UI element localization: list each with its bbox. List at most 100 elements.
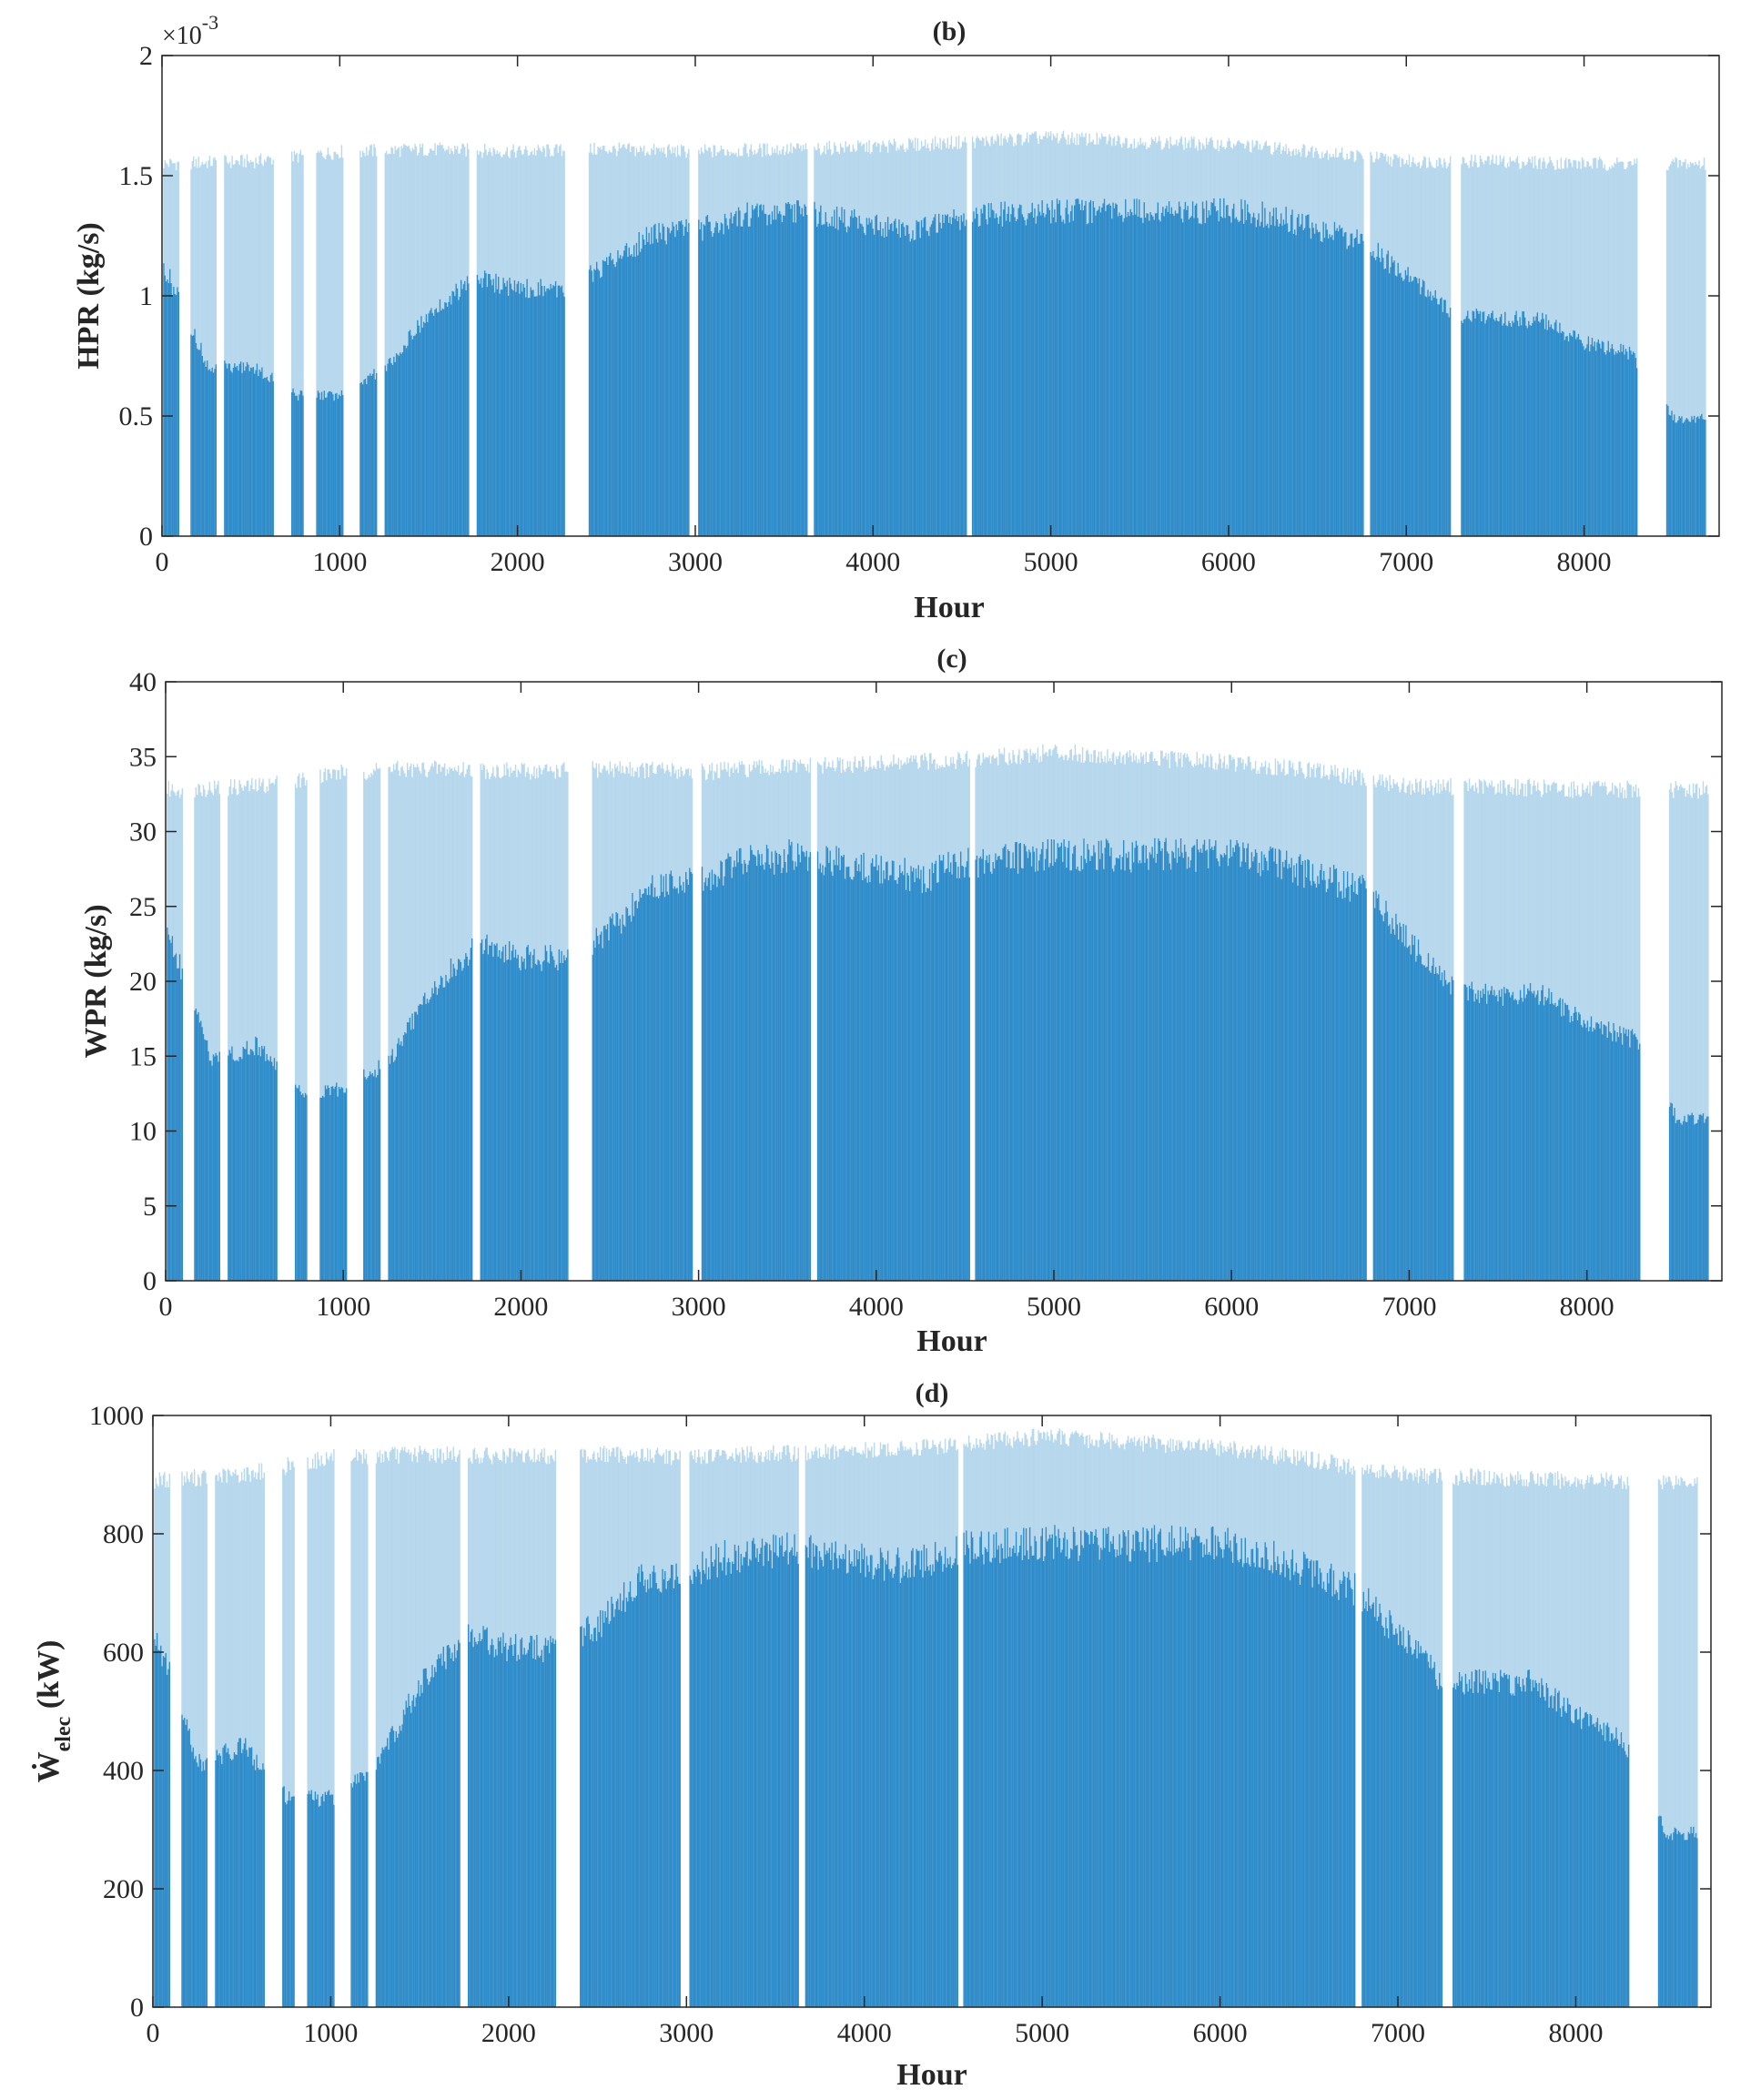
hour-bar [1181, 144, 1184, 536]
hour-bar [491, 156, 493, 536]
hour-bar [1426, 1473, 1428, 2007]
hour-bar [1030, 135, 1032, 537]
hour-bar [1434, 1468, 1437, 2007]
hour-bar [1555, 169, 1557, 536]
hour-bar [1503, 1486, 1505, 2007]
hour-bar [1571, 1484, 1573, 2007]
hour-bar [391, 771, 393, 1281]
hour-bar [1695, 784, 1696, 1281]
hour-bar [898, 149, 900, 536]
hour-bar [1182, 1447, 1184, 2007]
hour-bar [513, 1448, 515, 2007]
hour-bar [1068, 1437, 1071, 2007]
hour-bar [1504, 167, 1506, 536]
hour-bar [879, 1442, 882, 2007]
hour-bar [433, 760, 436, 1281]
hour-bar [1295, 769, 1298, 1281]
hour-bar [1348, 1458, 1350, 2007]
hour-bar [980, 140, 982, 537]
hour-bar [499, 1459, 501, 2007]
hour-bar [1386, 161, 1388, 536]
hour-bar [920, 140, 923, 537]
hour-bar [1125, 137, 1127, 536]
hour-bar [1482, 161, 1483, 536]
hour-bar [668, 1450, 670, 2007]
hour-bar [1373, 1472, 1376, 2007]
hour-bar [1018, 135, 1021, 536]
hour-bar [798, 147, 801, 536]
hour-bar [596, 154, 598, 536]
hour-bar [785, 759, 788, 1281]
hour-bar [1015, 145, 1017, 536]
hour-bar [665, 1449, 667, 2007]
hour-bar [716, 152, 719, 537]
hour-bar [248, 791, 250, 1281]
hour-bar [445, 149, 447, 536]
hour-bar [964, 761, 966, 1281]
hour-bar [843, 769, 845, 1281]
hour-bar [1096, 132, 1098, 536]
hour-bar [787, 153, 789, 536]
hour-bar [885, 146, 886, 537]
hour-bar [987, 143, 990, 536]
hour-bar [1597, 159, 1600, 536]
hour-bar [675, 770, 677, 1281]
hour-bar [778, 150, 781, 536]
hour-bar [1003, 138, 1005, 536]
hour-bar [1592, 1477, 1594, 2007]
hour-bar [599, 1446, 602, 2007]
hour-bar [954, 763, 956, 1281]
hour-bar [1436, 1482, 1438, 2007]
hour-bar [232, 1471, 234, 2007]
hour-bar [604, 766, 606, 1281]
hour-bar [1210, 1439, 1213, 2007]
hour-bar [1447, 166, 1449, 536]
hour-bar [1172, 753, 1175, 1281]
hour-bar [844, 1446, 845, 2007]
hour-bar [552, 772, 554, 1281]
hour-bar [933, 1445, 935, 2007]
hour-bar [553, 1461, 555, 2007]
hour-bar [1050, 755, 1053, 1281]
hour-bar [320, 152, 323, 536]
hour-bar [1481, 158, 1483, 536]
hour-bar [949, 1437, 951, 2007]
hour-bar [458, 1454, 460, 2007]
hour-bar [757, 148, 760, 536]
hour-bar [1179, 1442, 1181, 2007]
hour-bar [428, 1452, 430, 2007]
hour-bar [1007, 765, 1009, 1281]
hour-bar [907, 762, 909, 1281]
hour-bar [724, 768, 727, 1281]
hour-bar [929, 1448, 931, 2007]
hour-bar [1027, 753, 1029, 1281]
hour-bar [1147, 1436, 1149, 2007]
hour-bar [957, 752, 959, 1281]
hour-bar [881, 1449, 883, 2007]
hour-bar [1353, 1470, 1356, 2007]
hour-bar [705, 149, 707, 536]
hour-bar [1260, 149, 1262, 536]
hour-bar [1434, 167, 1436, 536]
hour-bar [402, 1450, 405, 2007]
hour-bar [163, 167, 165, 536]
hour-bar [211, 792, 213, 1281]
hour-bar [367, 155, 369, 536]
hour-bar [870, 766, 872, 1281]
hour-bar [1329, 1463, 1331, 2007]
hour-bar [1376, 782, 1379, 1281]
hour-bar [1552, 783, 1554, 1281]
hour-bar [536, 768, 538, 1281]
hour-bar [983, 1443, 985, 2007]
hour-bar [323, 157, 325, 536]
hour-bar [1298, 149, 1300, 536]
hour-bar [1672, 159, 1675, 536]
hour-bar [876, 760, 878, 1281]
hour-bar [1094, 1446, 1096, 2007]
hour-bar [1392, 159, 1394, 536]
hour-bar [682, 146, 683, 536]
hour-bar [564, 771, 566, 1281]
hour-bar [822, 1454, 825, 2007]
hour-bar [215, 788, 217, 1281]
hour-bar [532, 1461, 534, 2007]
